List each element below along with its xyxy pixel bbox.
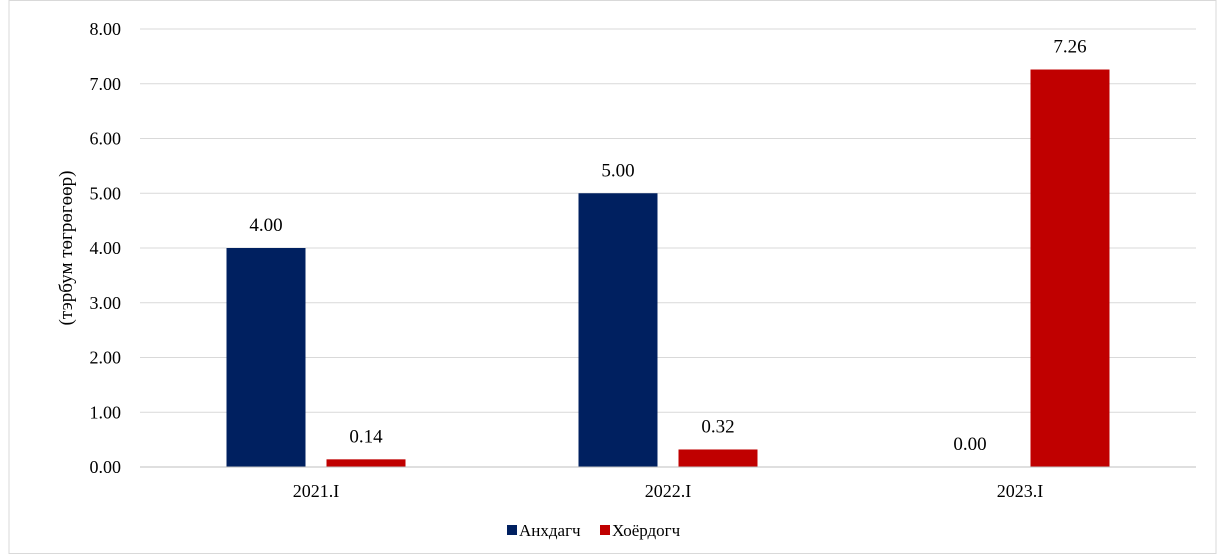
- y-tick-label: 1.00: [90, 402, 122, 422]
- legend-label: Анхдагч: [519, 521, 581, 540]
- bar-primary: [226, 248, 306, 467]
- y-tick-label: 2.00: [90, 348, 122, 368]
- data-label: 0.00: [953, 434, 986, 455]
- data-label: 4.00: [249, 215, 282, 236]
- y-tick-labels: 0.00 1.00 2.00 3.00 4.00 5.00 6.00 7.00 8.00: [90, 19, 122, 477]
- bar-primary: [578, 193, 658, 467]
- data-labels: 4.00 0.14 5.00 0.32 0.00 7.26: [249, 37, 1086, 455]
- bar-secondary: [678, 449, 758, 467]
- y-tick-label: 6.00: [90, 129, 122, 149]
- x-tick-labels: 2021.I 2022.I 2023.I: [293, 481, 1044, 501]
- legend-swatch: [600, 525, 610, 535]
- y-tick-label: 5.00: [90, 183, 122, 203]
- bars: [226, 69, 1110, 467]
- y-tick-label: 0.00: [90, 457, 122, 477]
- legend-label: Хоёрдогч: [612, 521, 681, 540]
- y-axis-title: (тэрбум төгрөгөөр): [56, 171, 77, 326]
- x-tick-label: 2022.I: [645, 481, 692, 501]
- data-label: 0.14: [349, 426, 383, 447]
- x-tick-label: 2021.I: [293, 481, 340, 501]
- data-label: 0.32: [701, 416, 734, 437]
- data-label: 7.26: [1053, 37, 1086, 58]
- legend-swatch: [507, 525, 517, 535]
- data-label: 5.00: [601, 160, 634, 181]
- y-tick-label: 3.00: [90, 293, 122, 313]
- y-tick-label: 8.00: [90, 19, 122, 39]
- x-tick-label: 2023.I: [997, 481, 1044, 501]
- bar-secondary: [326, 459, 406, 467]
- bar-secondary: [1030, 69, 1110, 467]
- legend: Анхдагч Хоёрдогч: [507, 521, 681, 540]
- y-tick-label: 4.00: [90, 238, 122, 258]
- gridlines: [140, 28, 1196, 413]
- y-tick-label: 7.00: [90, 74, 122, 94]
